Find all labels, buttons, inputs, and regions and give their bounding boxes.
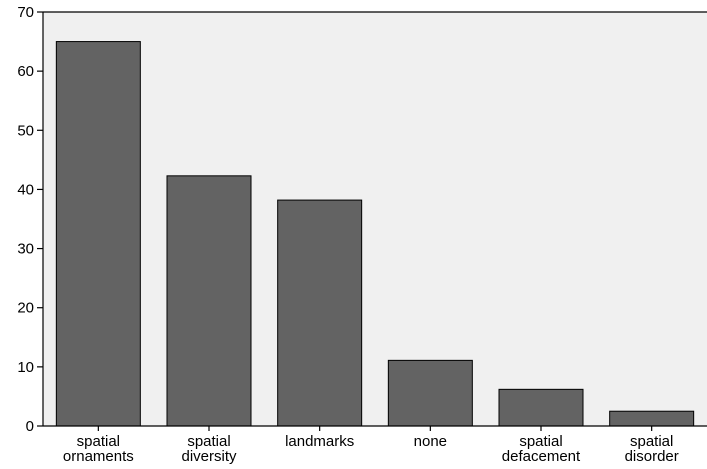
y-axis-ticks: 0 10 20 30 40 50 60 70 [17, 4, 43, 435]
plot-area [43, 12, 707, 426]
y-tick-label: 50 [17, 122, 34, 139]
x-tick-label: none [414, 433, 447, 450]
bar [166, 175, 252, 427]
y-tick-label: 30 [17, 241, 34, 258]
y-tick-label: 40 [17, 181, 34, 198]
y-tick-label: 60 [17, 63, 34, 80]
y-tick-label: 0 [26, 418, 34, 435]
bar [55, 41, 141, 427]
x-tick-label: landmarks [285, 433, 354, 450]
x-tick-label: spatial ornaments [63, 433, 134, 465]
y-tick-label: 10 [17, 359, 34, 376]
x-tick-label: spatial disorder [625, 433, 679, 465]
bar [609, 410, 695, 427]
bar [498, 388, 584, 427]
bar [387, 359, 473, 427]
y-tick-label: 70 [17, 4, 34, 21]
x-tick-label: spatial defacement [502, 433, 581, 465]
bars [55, 41, 695, 427]
x-axis-labels: spatial ornaments spatial diversity landmark… [63, 426, 679, 465]
y-tick-label: 20 [17, 300, 34, 317]
x-tick-label: spatial diversity [181, 433, 237, 465]
bar [277, 199, 363, 427]
